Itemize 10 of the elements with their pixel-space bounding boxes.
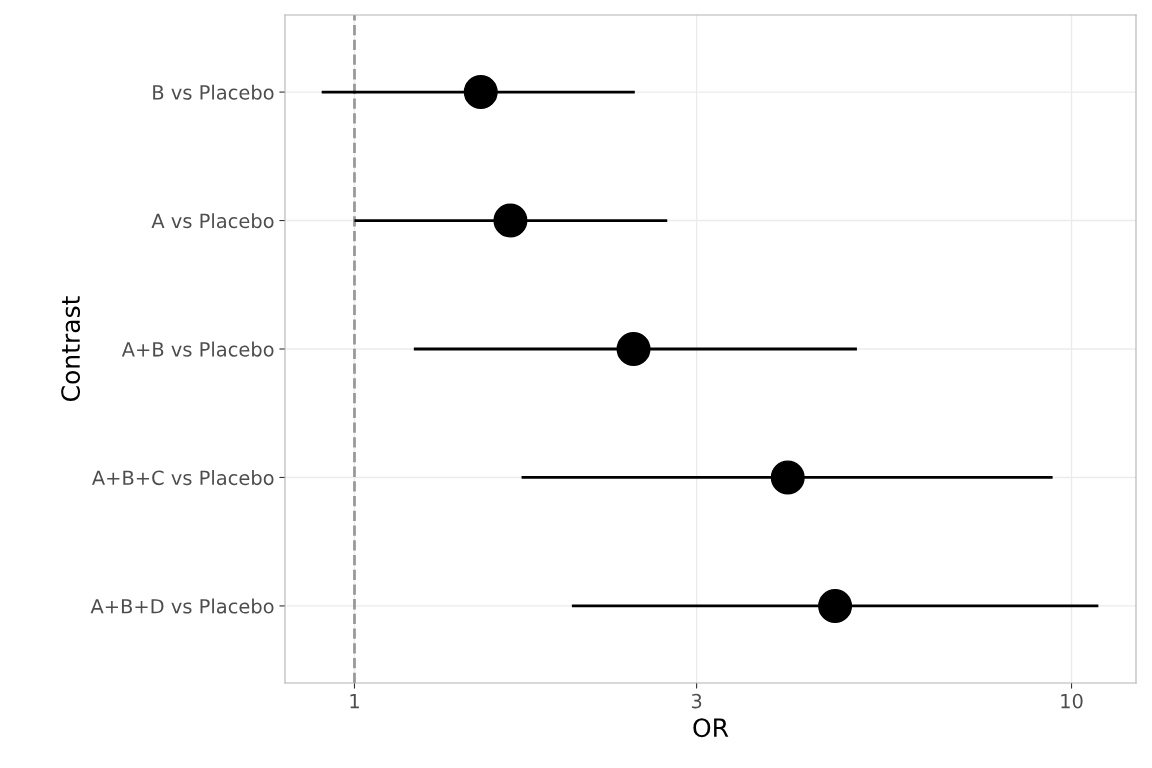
y-tick-label: A+B+D vs Placebo [90, 598, 274, 614]
y-tick-label: B vs Placebo [153, 84, 274, 100]
x-tick-label: 10 [1061, 693, 1083, 709]
x-tick-label: 1 [350, 694, 359, 709]
x-axis-title: OR [693, 718, 729, 738]
x-tick-label: 3 [691, 693, 702, 709]
y-tick-label: A+B vs Placebo [121, 341, 274, 357]
y-tick-label: A vs Placebo [151, 213, 274, 229]
y-axis-title: Contrast [61, 296, 81, 402]
y-tick-label: A+B+C vs Placebo [91, 470, 274, 486]
